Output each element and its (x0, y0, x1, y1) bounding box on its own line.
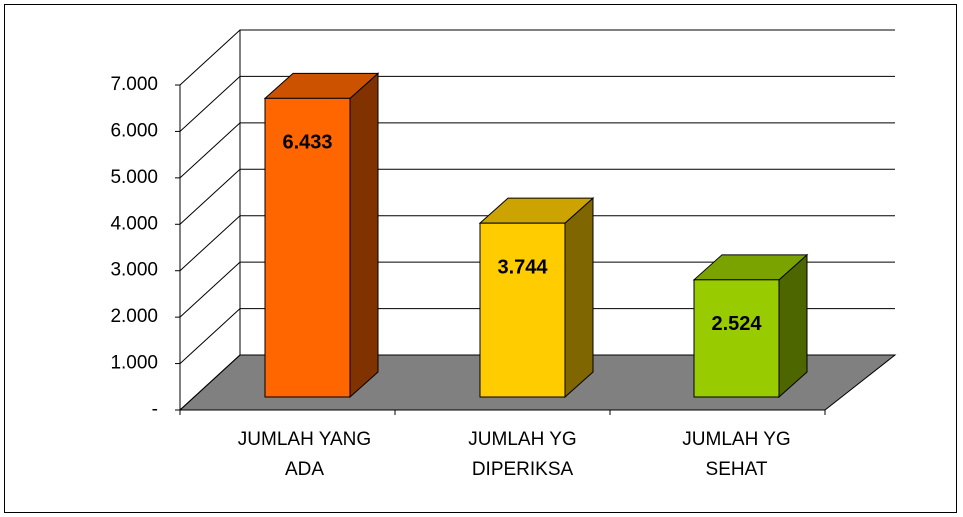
grid-line (179, 308, 895, 364)
y-tick-label: 2.000 (110, 306, 158, 327)
grid-line (179, 354, 895, 411)
grid-line (179, 261, 895, 318)
x-tick-label: JUMLAH YG SEHAT (682, 429, 791, 480)
y-tick-label: 6.000 (110, 120, 158, 141)
chart-border (4, 4, 957, 513)
y-tick-label: 1.000 (110, 353, 158, 374)
x-tick-label: JUMLAH YANG ADA (237, 429, 372, 480)
y-tick-label: 3.000 (110, 260, 158, 281)
bar (693, 279, 780, 398)
bar (479, 222, 566, 398)
grid-line (179, 122, 895, 179)
y-tick-label: - (152, 399, 158, 420)
grid-line (179, 75, 895, 132)
y-tick-label: 5.000 (110, 167, 158, 188)
data-label: 2.524 (711, 313, 762, 335)
grid-line (179, 29, 895, 86)
data-label: 6.433 (282, 132, 332, 154)
bar (264, 97, 351, 398)
data-label: 3.744 (497, 256, 548, 278)
y-tick-label: 4.000 (110, 213, 158, 234)
y-tick-label: 7.000 (110, 74, 158, 95)
grid-line (179, 215, 895, 272)
grid-line (179, 168, 895, 225)
bar-side (349, 72, 379, 399)
x-tick-label: JUMLAH YG DIPERIKSA (468, 429, 577, 480)
bar-side (564, 197, 594, 399)
